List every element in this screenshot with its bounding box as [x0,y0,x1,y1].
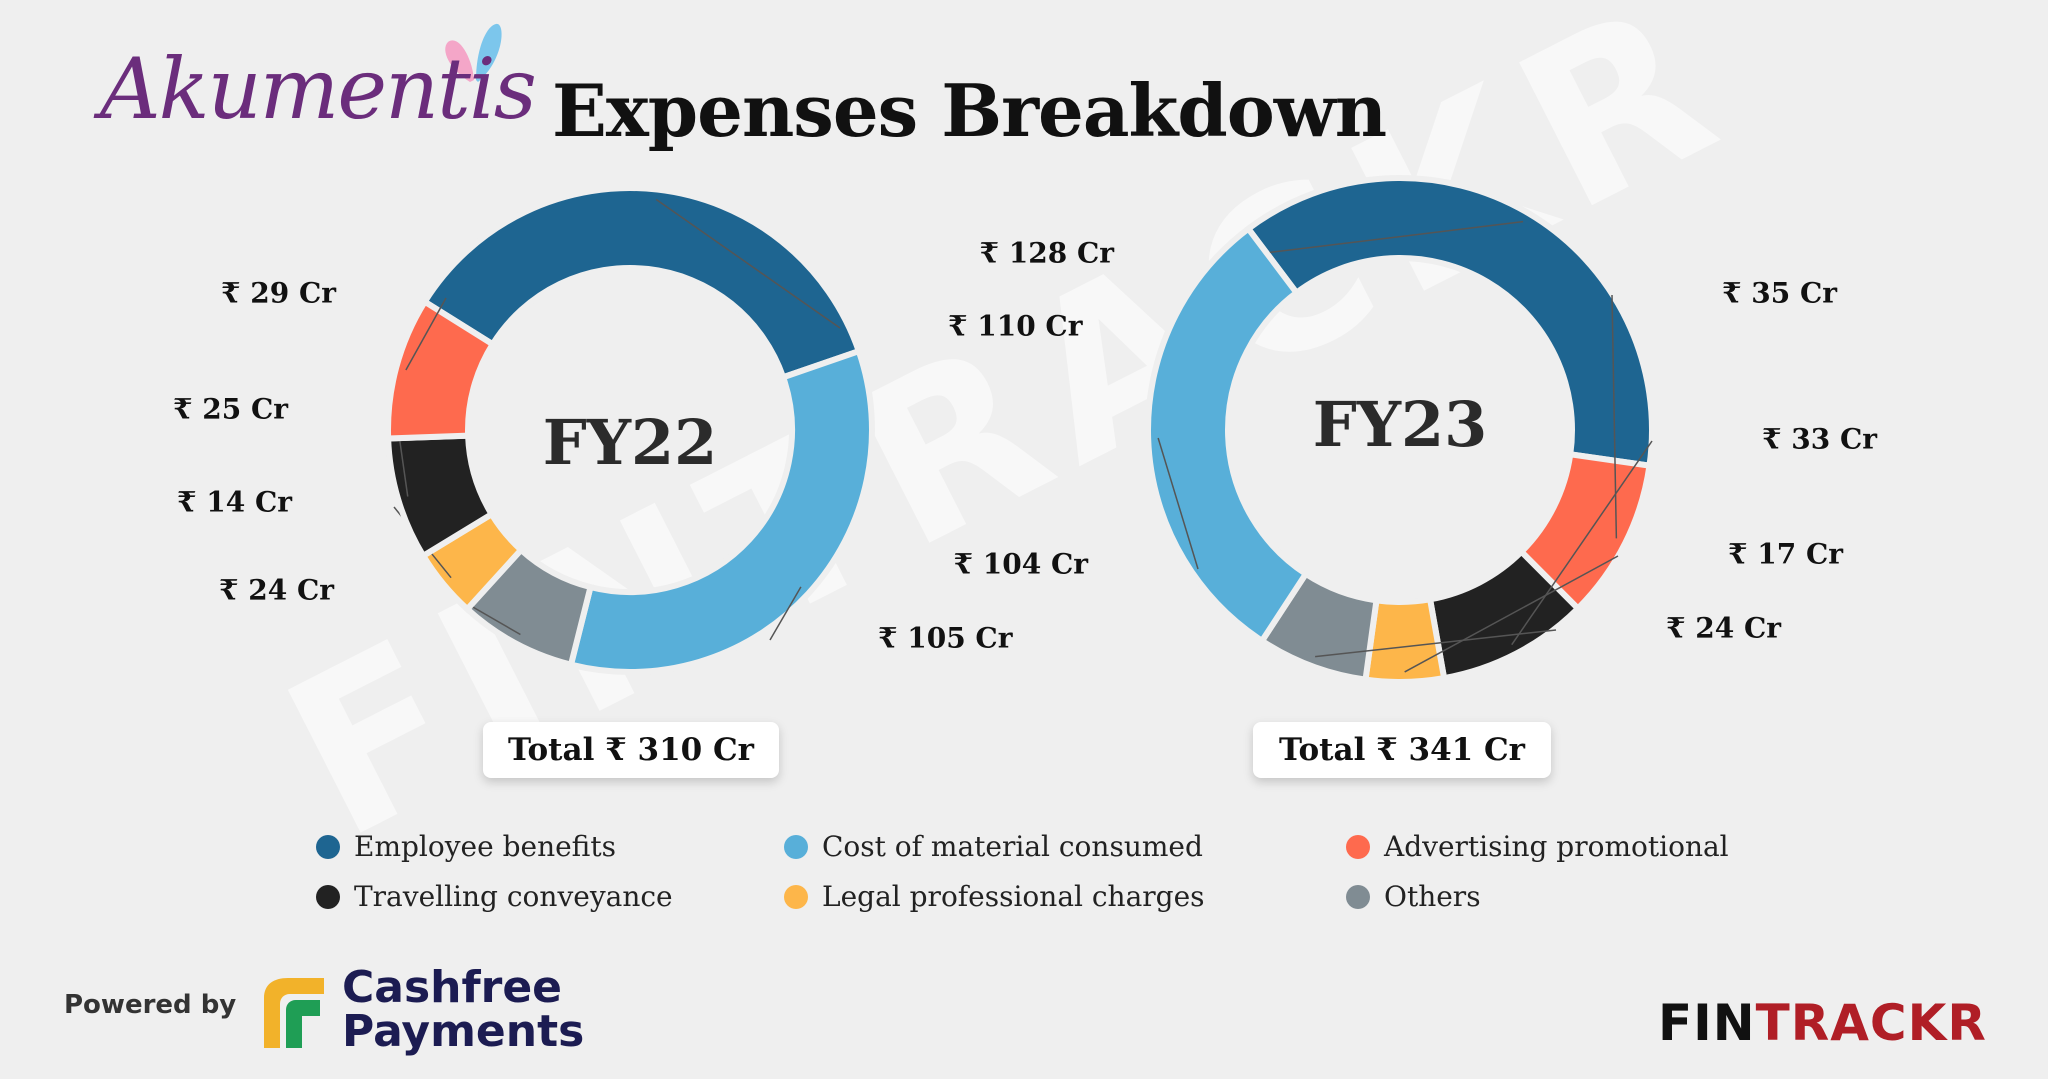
legend-swatch [1346,834,1370,859]
fintrackr-trackr: TRACKR [1755,994,1987,1052]
data-label: ₹ 25 Cr [173,393,289,426]
legend-swatch [316,834,340,859]
fintrackr-logo: FINTRACKR [1658,994,1987,1052]
total-badge-fy23: Total ₹ 341 Cr [1253,722,1551,778]
donut-fy22: ₹ 110 Cr ₹ 105 Cr ₹ 24 Cr ₹ 14 Cr ₹ 25 Cr ₹ 2… [173,185,1084,675]
legend-swatch [316,884,340,909]
leader-line [1511,440,1653,646]
leader-line [1404,555,1619,673]
leader-line [1157,437,1199,570]
powered-by-text: Powered by [64,990,237,1020]
page-title: Expenses Breakdown [552,68,1387,153]
legend-label: Others [1384,880,1481,913]
data-label: ₹ 33 Cr [1762,423,1878,456]
data-label: ₹ 29 Cr [221,277,337,310]
data-label: ₹ 24 Cr [219,574,335,607]
data-label: ₹ 128 Cr [980,237,1116,270]
donut-slice-fy22-1 [567,347,875,675]
legend-label: Legal professional charges [822,880,1205,913]
legend-item-cost-of-material: Cost of material consumed [784,830,1203,863]
butterfly-logo-icon [445,23,502,82]
legend-label: Advertising promotional [1384,830,1729,863]
data-label: ₹ 17 Cr [1728,538,1844,571]
donut-slice-fy23-0 [1244,175,1655,470]
legend-item-employee-benefits: Employee benefits [316,830,616,863]
legend-swatch [1346,884,1370,909]
donut-center-title: FY23 [1313,388,1488,461]
data-label: ₹ 110 Cr [948,310,1084,343]
leader-line [655,198,841,329]
leader-line [405,297,447,371]
fintrackr-fin: FIN [1658,994,1756,1052]
legend-label: Employee benefits [354,830,616,863]
data-label: ₹ 104 Cr [954,548,1090,581]
donut-slice-fy22-5 [385,297,497,442]
leader-line [1223,220,1524,259]
legend-item-travelling: Travelling conveyance [316,880,673,913]
data-label: ₹ 14 Cr [177,486,293,519]
cashfree-logo-text: Cashfree Payments [342,966,584,1054]
data-label: ₹ 105 Cr [878,622,1014,655]
donut-slice-fy23-5 [1145,224,1310,646]
leader-line [1315,629,1557,658]
legend-swatch [784,834,808,859]
brand-logo: Akumentis [100,40,537,138]
legend-item-others: Others [1346,880,1481,913]
cashfree-logo-icon [264,978,324,1048]
leader-line [769,586,802,641]
total-badge-fy22: Total ₹ 310 Cr [483,722,779,778]
cashfree-line2: Payments [342,1006,585,1057]
legend-swatch [784,884,808,909]
legend-label: Travelling conveyance [354,880,673,913]
donut-slice-fy22-0 [420,185,863,382]
legend: Employee benefits Cost of material consu… [316,830,1776,940]
leader-line [1611,294,1618,539]
data-label: ₹ 24 Cr [1666,612,1782,645]
donut-center-title: FY22 [543,406,718,479]
cashfree-line1: Cashfree [342,962,563,1013]
data-label: ₹ 35 Cr [1722,277,1838,310]
legend-label: Cost of material consumed [822,830,1203,863]
legend-item-legal: Legal professional charges [784,880,1205,913]
donut-fy23: ₹ 128 Cr ₹ 35 Cr ₹ 33 Cr ₹ 17 Cr ₹ 24 Cr ₹ 10… [954,175,1878,685]
legend-item-advertising: Advertising promotional [1346,830,1729,863]
